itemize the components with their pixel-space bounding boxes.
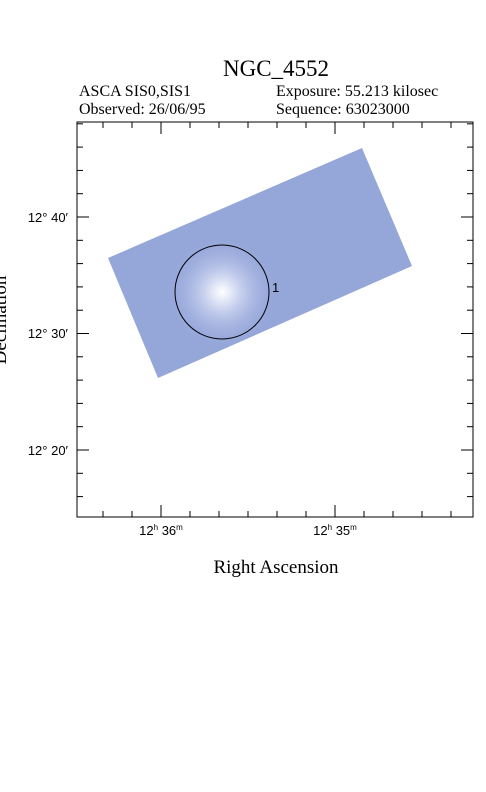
plot-frame: [76, 121, 474, 518]
y-tick-label: 12° 40′: [28, 210, 69, 225]
tick-part: h: [328, 523, 332, 532]
sequence: Sequence: 63023000: [276, 101, 410, 118]
x-tick-label: 12h 36m: [139, 523, 183, 538]
title: NGC_4552: [223, 56, 329, 81]
tick-part: h: [154, 523, 158, 532]
tick-part: 35: [332, 523, 350, 538]
instrument: ASCA SIS0,SIS1: [79, 83, 191, 100]
source-glow: [108, 148, 412, 378]
x-axis-label: Right Ascension: [213, 557, 339, 578]
tick-marks: [77, 122, 473, 517]
tick-part: 12: [313, 523, 327, 538]
exposure: Exposure: 55.213 kilosec: [276, 83, 438, 100]
region-label: 1: [272, 280, 279, 295]
y-tick-label: 12° 30′: [28, 326, 69, 341]
tick-part: 12: [139, 523, 153, 538]
source-region: [174, 244, 270, 340]
x-tick-label: 12h 35m: [313, 523, 357, 538]
observed: Observed: 26/06/95: [79, 101, 206, 118]
tick-part: m: [176, 523, 183, 532]
y-axis-label: Declination: [0, 275, 11, 364]
tick-part: m: [350, 523, 357, 532]
tick-part: 36: [158, 523, 176, 538]
y-tick-label: 12° 20′: [28, 443, 69, 458]
